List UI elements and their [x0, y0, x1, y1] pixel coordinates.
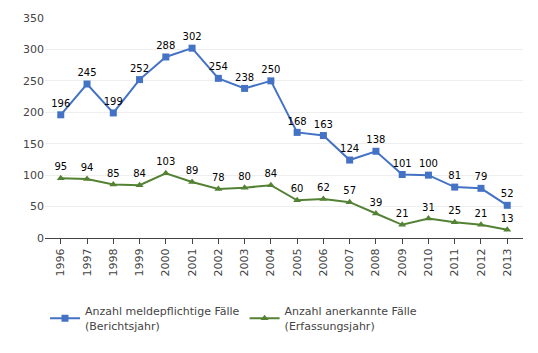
svg-text:21: 21: [396, 208, 409, 219]
svg-text:100: 100: [419, 158, 438, 169]
svg-text:100: 100: [23, 169, 44, 182]
svg-text:2004: 2004: [264, 248, 277, 276]
svg-text:245: 245: [77, 67, 96, 78]
svg-text:168: 168: [288, 116, 307, 127]
svg-text:89: 89: [186, 165, 199, 176]
svg-text:2008: 2008: [369, 248, 382, 276]
svg-text:103: 103: [156, 156, 175, 167]
svg-text:302: 302: [183, 31, 202, 42]
svg-text:138: 138: [366, 134, 385, 145]
svg-text:25: 25: [448, 205, 461, 216]
svg-text:2001: 2001: [186, 248, 199, 276]
svg-text:94: 94: [81, 162, 94, 173]
svg-text:196: 196: [51, 98, 70, 109]
svg-text:2007: 2007: [343, 248, 356, 276]
svg-text:2005: 2005: [291, 248, 304, 276]
svg-text:80: 80: [238, 171, 251, 182]
svg-text:2009: 2009: [396, 248, 409, 276]
svg-text:2002: 2002: [212, 248, 225, 276]
svg-text:78: 78: [212, 172, 225, 183]
svg-text:2011: 2011: [448, 248, 461, 276]
svg-text:250: 250: [23, 75, 44, 88]
svg-text:39: 39: [370, 197, 383, 208]
svg-text:2012: 2012: [475, 248, 488, 276]
svg-text:81: 81: [448, 170, 461, 181]
svg-text:300: 300: [23, 43, 44, 56]
svg-text:250: 250: [261, 64, 280, 75]
svg-text:163: 163: [314, 119, 333, 130]
svg-text:1998: 1998: [107, 248, 120, 276]
svg-text:238: 238: [235, 72, 254, 83]
svg-text:2003: 2003: [238, 248, 251, 276]
svg-text:Anzahl anerkannte Fälle(Erfass: Anzahl anerkannte Fälle(Erfassungsjahr): [285, 305, 417, 332]
svg-text:62: 62: [317, 182, 330, 193]
svg-text:288: 288: [156, 40, 175, 51]
svg-text:150: 150: [23, 138, 44, 151]
svg-text:2000: 2000: [159, 248, 172, 276]
svg-text:350: 350: [23, 12, 44, 25]
svg-text:85: 85: [107, 168, 120, 179]
svg-text:21: 21: [475, 208, 488, 219]
svg-text:2010: 2010: [422, 248, 435, 276]
svg-text:124: 124: [340, 143, 359, 154]
svg-text:2013: 2013: [501, 248, 514, 276]
svg-text:0: 0: [37, 232, 44, 245]
svg-text:50: 50: [30, 200, 44, 213]
svg-text:1999: 1999: [133, 248, 146, 276]
svg-text:13: 13: [501, 213, 514, 224]
svg-text:252: 252: [130, 63, 149, 74]
svg-text:52: 52: [501, 188, 514, 199]
svg-text:84: 84: [133, 168, 146, 179]
svg-text:1997: 1997: [81, 248, 94, 276]
svg-text:2006: 2006: [317, 248, 330, 276]
svg-text:Anzahl meldepflichtige Fälle(B: Anzahl meldepflichtige Fälle(Berichtsjah…: [85, 305, 240, 332]
svg-text:31: 31: [422, 202, 435, 213]
svg-text:95: 95: [54, 161, 67, 172]
svg-text:200: 200: [23, 106, 44, 119]
svg-text:84: 84: [265, 168, 278, 179]
svg-text:60: 60: [291, 183, 304, 194]
svg-text:1996: 1996: [54, 248, 67, 276]
svg-text:57: 57: [343, 185, 356, 196]
svg-text:101: 101: [393, 158, 412, 169]
svg-text:254: 254: [209, 61, 228, 72]
svg-text:199: 199: [104, 96, 123, 107]
svg-text:79: 79: [475, 171, 488, 182]
